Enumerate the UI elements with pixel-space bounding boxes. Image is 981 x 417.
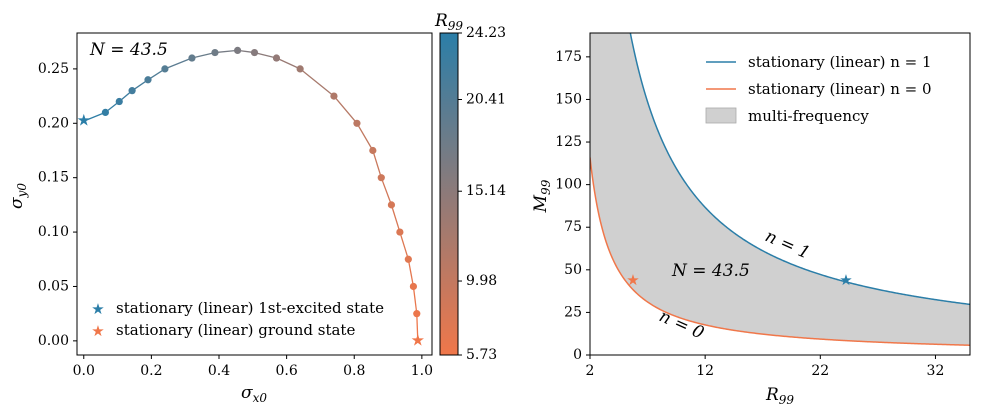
data-point [353, 119, 361, 127]
curve-segment [407, 259, 415, 287]
colorbar [439, 32, 459, 356]
legend-star-orange-icon: ★ [91, 324, 104, 340]
data-point [396, 228, 404, 236]
star-marker-icon: ★ [626, 273, 639, 289]
y-tick-label: 25 [564, 304, 582, 320]
data-point [128, 87, 136, 95]
colorbar-label: R99 [434, 11, 463, 33]
data-point [387, 201, 396, 209]
colorbar-tick-label: 5.73 [466, 347, 497, 363]
curve-segment [276, 57, 301, 70]
star-marker-icon: ★ [77, 113, 91, 130]
x-tick-label: 0.8 [343, 363, 365, 379]
left-legend-label: stationary (linear) 1st-excited state [116, 299, 384, 317]
left-legend-label: stationary (linear) ground state [116, 321, 355, 339]
right-legend-label: stationary (linear) n = 0 [748, 80, 932, 98]
colorbar-tick-label: 9.98 [466, 273, 497, 289]
y-tick-label: 50 [564, 262, 582, 278]
series-line-n1 [629, 33, 970, 306]
right-xlabel: R99 [765, 385, 794, 407]
curve-segment [299, 68, 335, 97]
data-point [233, 46, 242, 55]
data-point [369, 146, 377, 155]
curve-segment [254, 51, 277, 59]
x-tick-label: 32 [927, 363, 945, 379]
right-chart: ★ ★ 2 12 22 32 0 25 50 75 100 125 150 175 stationary… [531, 32, 971, 407]
x-tick-label: 0.4 [208, 363, 230, 379]
curve-segment [83, 111, 106, 122]
data-point [188, 54, 196, 62]
star-marker-icon: ★ [839, 273, 852, 289]
right-legend-label: multi-frequency [748, 107, 869, 125]
y-tick-label: 0 [573, 347, 582, 363]
multi-frequency-region [590, 33, 970, 346]
right-annotation-N: N = 43.5 [671, 261, 750, 281]
x-tick-label: 22 [811, 363, 829, 379]
star-marker-icon: ★ [411, 332, 425, 349]
y-tick-label: 0.15 [38, 170, 69, 186]
x-tick-label: 0.0 [73, 363, 95, 379]
left-plot-frame [76, 32, 433, 356]
curve-segment [191, 51, 216, 59]
data-point [296, 65, 304, 73]
curve-segment [399, 231, 409, 260]
colorbar-tick-label: 24.23 [466, 25, 506, 41]
data-point [250, 48, 259, 57]
y-tick-label: 100 [555, 177, 582, 193]
left-legend: ★ stationary (linear) 1st-excited state … [91, 299, 384, 340]
colorbar-tick-label: 20.41 [466, 91, 506, 107]
y-tick-label: 150 [555, 91, 582, 107]
x-tick-label: 1.0 [411, 363, 433, 379]
data-point [413, 310, 421, 318]
series-line-n0 [590, 157, 970, 346]
curve-segment [164, 57, 193, 70]
curve-segment [412, 286, 418, 314]
data-point [409, 282, 418, 291]
curve-segment [214, 49, 238, 54]
curve-segment [333, 95, 358, 124]
curve-segment [416, 313, 419, 341]
colorbar-tick-label: 15.14 [466, 183, 506, 199]
y-tick-label: 175 [555, 49, 582, 65]
y-tick-label: 0.00 [38, 333, 69, 349]
data-point [101, 108, 109, 117]
y-tick-label: 0.20 [38, 115, 69, 131]
left-xlabel: σx0 [241, 383, 267, 405]
data-point [377, 174, 385, 182]
left-chart: ★ ★ 0.0 0.2 0.4 0.6 0.8 1.0 0.00 0.05 0.10 0.15 0.2… [7, 11, 506, 405]
y-tick-label: 75 [564, 219, 582, 235]
y-tick-label: 125 [555, 134, 582, 150]
x-tick-label: 2 [586, 363, 595, 379]
x-tick-label: 0.6 [275, 363, 297, 379]
right-ylabel: M99 [531, 179, 553, 213]
curve-segment [356, 122, 374, 151]
y-tick-label: 0.10 [38, 224, 69, 240]
data-point [404, 255, 412, 263]
x-tick-label: 12 [696, 363, 714, 379]
y-tick-label: 0.05 [38, 278, 69, 294]
left-annotation: N = 43.5 [89, 40, 168, 60]
x-tick-label: 0.2 [140, 363, 162, 379]
legend-star-blue-icon: ★ [91, 302, 104, 318]
curve-segment [390, 204, 401, 233]
data-point [144, 76, 152, 84]
curve-segment [380, 177, 393, 206]
right-plot-frame [589, 32, 971, 356]
left-ylabel: σy0 [7, 183, 29, 209]
data-point [211, 48, 219, 57]
legend-fill-swatch [705, 107, 737, 124]
right-legend-label: stationary (linear) n = 1 [748, 53, 932, 71]
curve-segment [372, 150, 382, 178]
y-tick-label: 0.25 [38, 61, 69, 77]
data-point [161, 65, 169, 73]
data-point [272, 54, 281, 62]
right-legend: stationary (linear) n = 1 stationary (li… [705, 53, 932, 125]
data-point [115, 97, 123, 106]
data-point [330, 92, 338, 100]
